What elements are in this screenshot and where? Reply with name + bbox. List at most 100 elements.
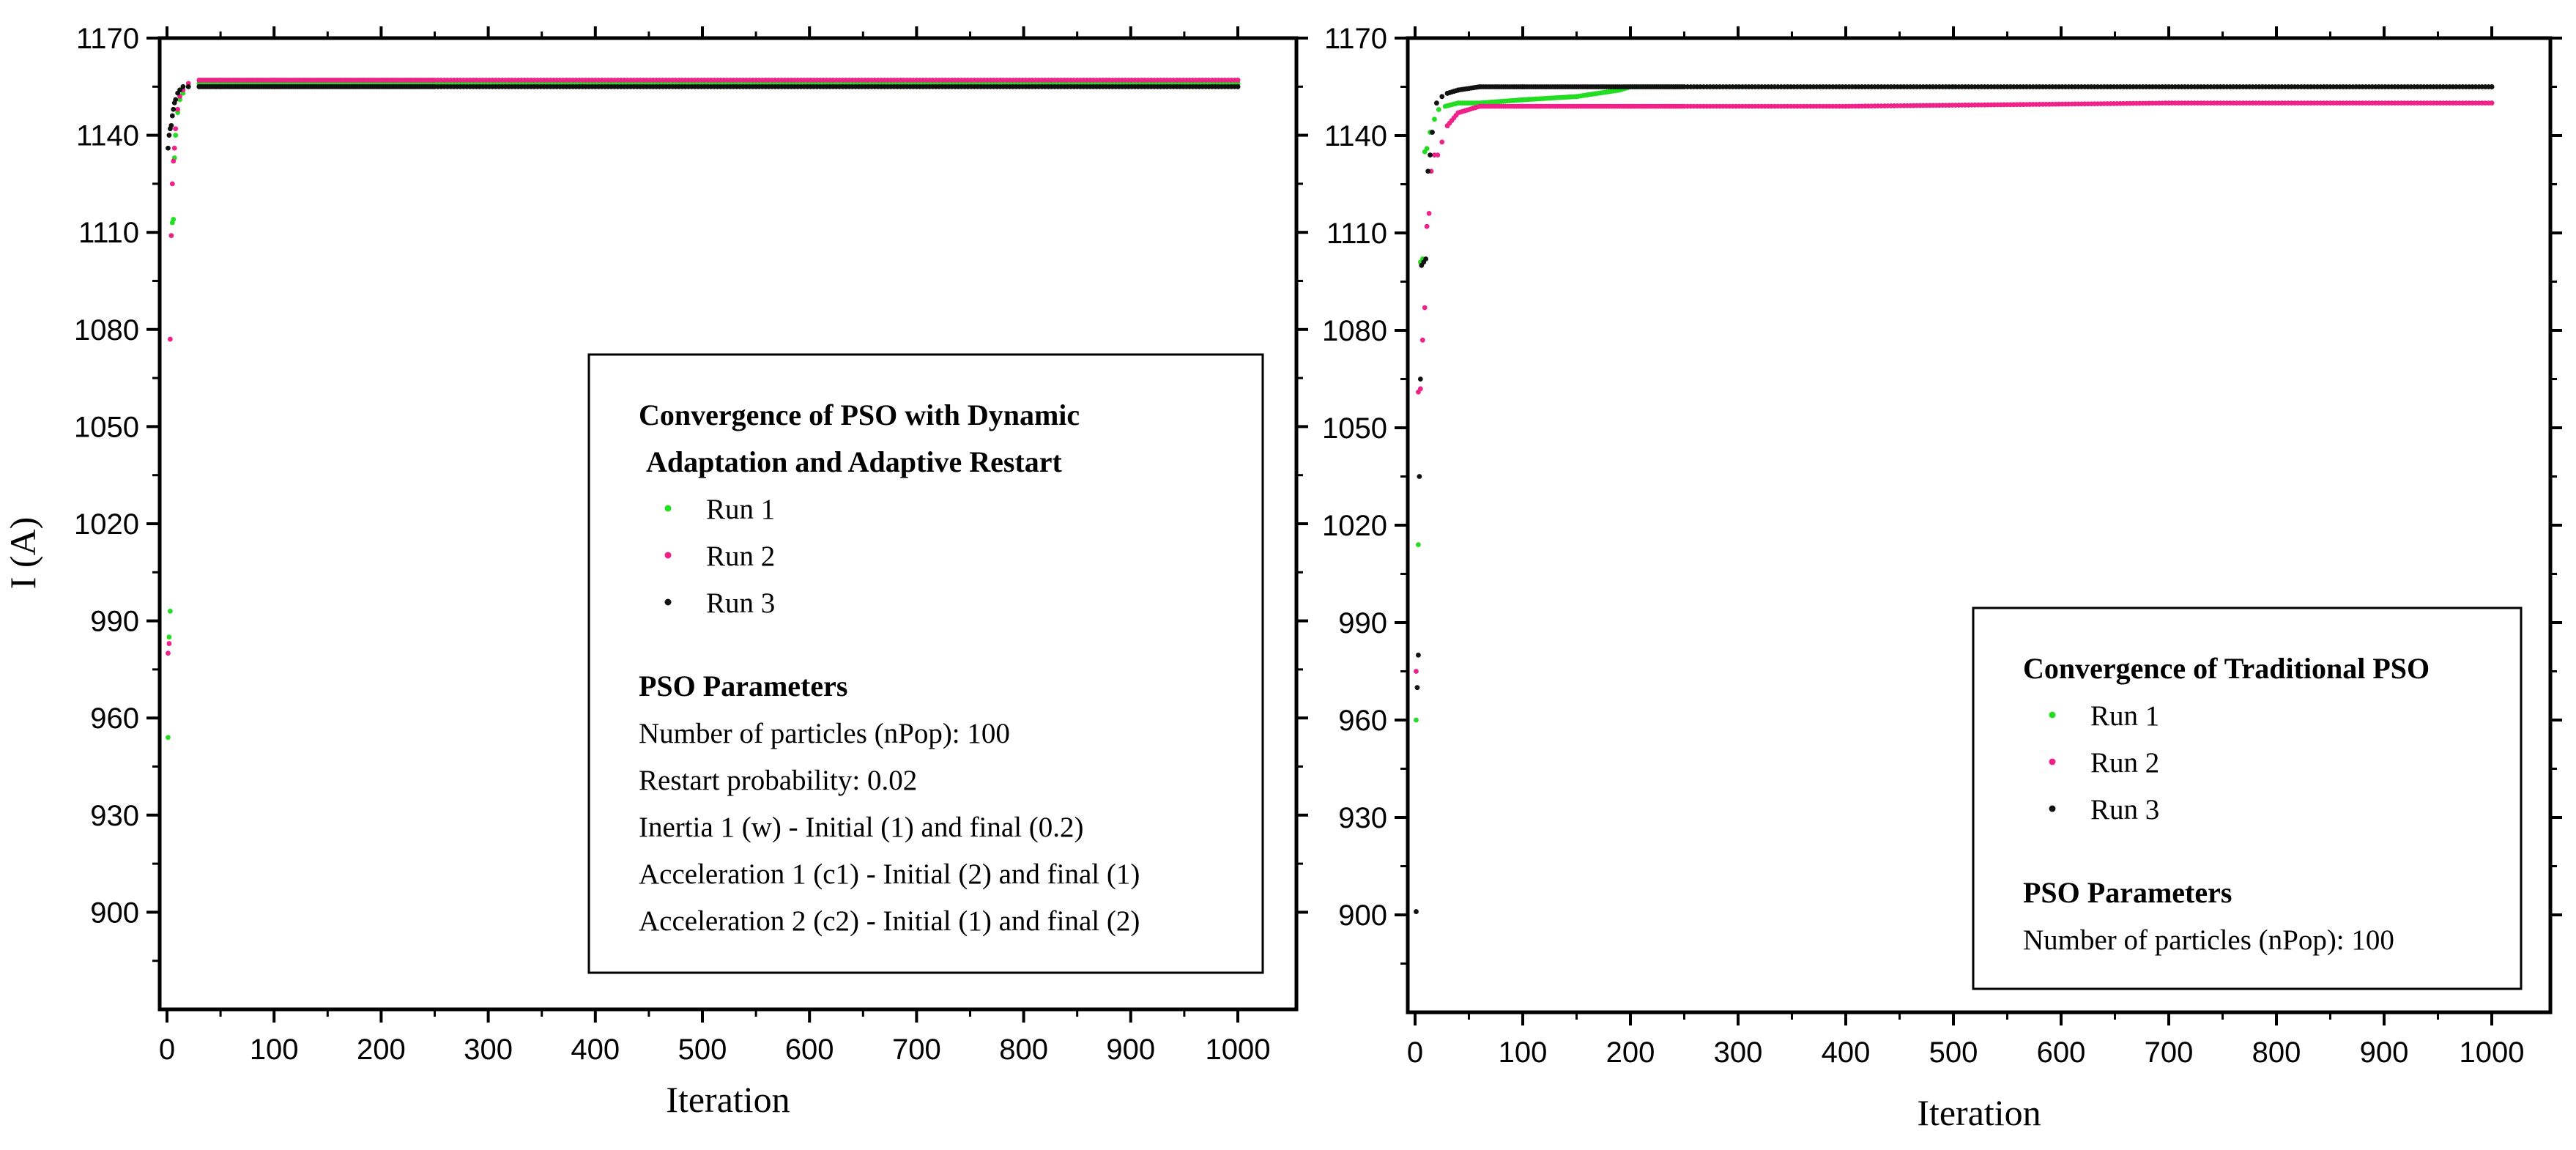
y-tick-label: 1020 [1322, 510, 1387, 542]
data-point [1416, 542, 1421, 547]
y-tick-label: 990 [1338, 607, 1387, 639]
legend-marker [664, 598, 672, 606]
legend-title: Convergence of PSO with Dynamic [639, 398, 1080, 431]
data-point [1235, 78, 1241, 83]
data-point [185, 84, 191, 89]
x-tick-label: 400 [571, 1034, 620, 1066]
x-tick-label: 1000 [2460, 1036, 2525, 1069]
y-tick-label: 990 [90, 606, 139, 638]
data-point [1426, 211, 1432, 216]
x-tick-label: 500 [678, 1034, 727, 1066]
legend-series-label: Run 1 [2090, 700, 2159, 732]
data-point [173, 126, 179, 132]
legend-param: Restart probability: 0.02 [639, 765, 917, 796]
y-tick-label: 900 [90, 897, 139, 929]
x-tick-label: 100 [250, 1034, 299, 1066]
x-tick-label: 700 [892, 1034, 941, 1066]
y-tick-label: 1110 [78, 217, 139, 249]
legend-series-label: Run 2 [2090, 747, 2159, 779]
data-point [2489, 100, 2495, 106]
legend-marker [2049, 711, 2056, 719]
legend-marker [664, 552, 672, 559]
data-point [1422, 305, 1428, 311]
data-point [1425, 168, 1431, 174]
data-point [1414, 909, 1419, 914]
y-tick-label: 1140 [76, 120, 139, 152]
x-tick-label: 200 [357, 1034, 406, 1066]
y-tick-label: 1170 [76, 23, 139, 55]
x-tick-label: 300 [464, 1034, 513, 1066]
data-point [166, 641, 172, 646]
data-point [1414, 717, 1419, 723]
data-point [1423, 256, 1429, 261]
series-3 [166, 84, 1241, 151]
legend-param: Number of particles (nPop): 100 [639, 718, 1010, 749]
data-point [1439, 139, 1445, 145]
legend-param: Inertia 1 (w) - Initial (1) and final (0… [639, 812, 1084, 843]
legend-params-title: PSO Parameters [639, 669, 847, 702]
data-point [2489, 84, 2495, 89]
x-tick-label: 900 [2360, 1036, 2409, 1069]
data-point [1417, 386, 1423, 392]
data-point [1424, 146, 1430, 152]
series-2 [166, 78, 1241, 656]
chart-dynamic-pso: 900 930 960 990 1020 1050 1080 1110 1140 1170 0 100… [2, 23, 1308, 1120]
y-tick-label: 930 [1338, 802, 1387, 834]
x-tick-label: 0 [159, 1034, 175, 1066]
x-tick-label: 800 [2252, 1036, 2301, 1069]
data-point [1414, 669, 1419, 674]
x-tick-label: 600 [2037, 1036, 2086, 1069]
y-tick-label: 930 [90, 800, 139, 832]
legend-series-label: Run 3 [706, 587, 775, 619]
legend: Convergence of PSO with Dynamic Adaptatio… [587, 353, 1264, 974]
y-tick-label: 1050 [74, 411, 139, 443]
data-point [1434, 100, 1439, 106]
x-axis-label: Iteration [1917, 1092, 2041, 1133]
data-point [173, 97, 179, 103]
data-point [171, 217, 177, 222]
y-tick-label: 1020 [74, 508, 139, 541]
data-point [166, 735, 171, 741]
legend-title: Adaptation and Adaptive Restart [646, 445, 1063, 478]
y-tick-label: 960 [1338, 705, 1387, 737]
data-point [166, 133, 172, 138]
data-point [173, 133, 179, 138]
data-point [169, 113, 175, 119]
data-point [1436, 107, 1441, 112]
legend-frame [587, 353, 1264, 974]
data-point [171, 145, 177, 151]
legend-marker [2049, 805, 2056, 812]
data-point [167, 336, 173, 342]
y-tick-label: 1170 [1324, 23, 1387, 55]
x-tick-label: 800 [999, 1034, 1048, 1066]
x-tick-label: 1000 [1206, 1034, 1271, 1066]
data-point [171, 106, 177, 112]
y-tick-label: 1110 [1326, 218, 1387, 250]
data-point [180, 84, 186, 89]
y-tick-label: 1140 [1324, 120, 1387, 152]
legend: Convergence of Traditional PSO Run 1 Run 2… [1972, 606, 2523, 990]
data-point [1428, 152, 1433, 158]
legend-series-label: Run 2 [706, 541, 775, 572]
legend-param: Acceleration 1 (c1) - Initial (2) and fi… [639, 858, 1140, 890]
x-tick-label: 600 [785, 1034, 834, 1066]
data-point [168, 233, 174, 239]
x-tick-label: 900 [1106, 1034, 1155, 1066]
legend-series-label: Run 1 [706, 494, 775, 525]
x-tick-label: 100 [1499, 1036, 1548, 1069]
legend-frame [1972, 606, 2523, 990]
y-tick-label: 960 [90, 702, 139, 735]
data-point [177, 87, 182, 93]
legend-params-title: PSO Parameters [2023, 876, 2232, 909]
y-tick-label: 1080 [74, 314, 139, 346]
y-tick-label: 1050 [1322, 412, 1387, 445]
x-tick-label: 0 [1407, 1036, 1423, 1069]
x-tick-label: 400 [1822, 1036, 1871, 1069]
data-point [166, 650, 171, 656]
x-tick-label: 300 [1714, 1036, 1763, 1069]
data-point [175, 106, 181, 112]
legend-marker [2049, 758, 2056, 765]
data-point [169, 181, 175, 187]
x-tick-label: 700 [2145, 1036, 2194, 1069]
